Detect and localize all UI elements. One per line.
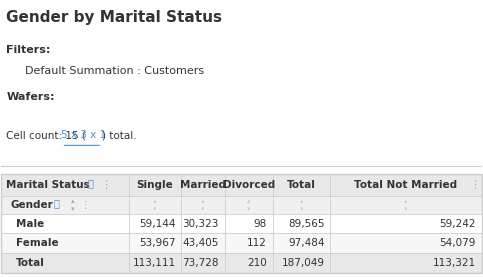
Text: 54,079: 54,079 bbox=[440, 238, 476, 248]
Bar bbox=[273, 234, 330, 253]
Bar bbox=[1, 234, 128, 253]
Text: 112: 112 bbox=[247, 238, 267, 248]
Text: ▾: ▾ bbox=[300, 206, 303, 212]
Bar bbox=[330, 234, 482, 253]
Bar bbox=[1, 253, 128, 273]
Text: Male: Male bbox=[16, 219, 44, 229]
Text: ▾: ▾ bbox=[71, 206, 74, 212]
Text: Female: Female bbox=[16, 238, 58, 248]
Text: Marital Status: Marital Status bbox=[6, 180, 90, 190]
Text: 53,967: 53,967 bbox=[139, 238, 176, 248]
Text: 59,242: 59,242 bbox=[440, 219, 476, 229]
Text: ⋮: ⋮ bbox=[81, 200, 90, 210]
Text: ⋮: ⋮ bbox=[100, 180, 112, 190]
Bar bbox=[273, 196, 330, 214]
Text: ▾: ▾ bbox=[247, 206, 251, 212]
Text: 98: 98 bbox=[254, 219, 267, 229]
Text: Total Not Married: Total Not Married bbox=[355, 180, 457, 190]
Text: 210: 210 bbox=[247, 258, 267, 268]
Bar bbox=[128, 234, 182, 253]
Text: Gender by Marital Status: Gender by Marital Status bbox=[6, 10, 222, 25]
Bar bbox=[128, 214, 182, 234]
Bar bbox=[273, 174, 330, 196]
Text: ⓘ: ⓘ bbox=[54, 198, 59, 208]
Bar bbox=[273, 214, 330, 234]
Text: Default Summation : Customers: Default Summation : Customers bbox=[26, 66, 204, 76]
Text: ▴: ▴ bbox=[300, 198, 303, 204]
Text: 59,144: 59,144 bbox=[139, 219, 176, 229]
Text: Total: Total bbox=[16, 258, 44, 268]
Text: 30,323: 30,323 bbox=[183, 219, 219, 229]
Text: Total: Total bbox=[287, 180, 316, 190]
Bar bbox=[128, 174, 182, 196]
Text: Divorced: Divorced bbox=[223, 180, 275, 190]
Text: ▾: ▾ bbox=[201, 206, 205, 212]
Text: ▾: ▾ bbox=[404, 206, 408, 212]
Text: ▴: ▴ bbox=[153, 198, 157, 204]
Text: ) total.: ) total. bbox=[102, 130, 137, 140]
Bar bbox=[1, 196, 128, 214]
Text: 43,405: 43,405 bbox=[183, 238, 219, 248]
Bar bbox=[330, 196, 482, 214]
Bar bbox=[182, 253, 225, 273]
Bar bbox=[182, 196, 225, 214]
Text: Cell count: 15 (: Cell count: 15 ( bbox=[6, 130, 86, 140]
Bar bbox=[225, 174, 273, 196]
Bar bbox=[225, 214, 273, 234]
Bar bbox=[1, 174, 128, 196]
Text: ▴: ▴ bbox=[247, 198, 251, 204]
Text: Gender: Gender bbox=[11, 200, 54, 210]
Text: 113,321: 113,321 bbox=[433, 258, 476, 268]
Text: 113,111: 113,111 bbox=[133, 258, 176, 268]
Text: ▴: ▴ bbox=[71, 198, 74, 204]
Text: ▴: ▴ bbox=[404, 198, 408, 204]
Text: Wafers:: Wafers: bbox=[6, 92, 55, 102]
Bar bbox=[182, 174, 225, 196]
Bar bbox=[330, 214, 482, 234]
Text: 97,484: 97,484 bbox=[288, 238, 325, 248]
Bar bbox=[225, 196, 273, 214]
Text: 73,728: 73,728 bbox=[183, 258, 219, 268]
Text: Married: Married bbox=[180, 180, 226, 190]
Text: 187,049: 187,049 bbox=[282, 258, 325, 268]
Bar bbox=[330, 253, 482, 273]
Bar bbox=[273, 253, 330, 273]
Text: Filters:: Filters: bbox=[6, 45, 51, 55]
Text: 5 x 3 x 1: 5 x 3 x 1 bbox=[61, 130, 107, 140]
Bar bbox=[1, 214, 128, 234]
Text: ⋮: ⋮ bbox=[469, 180, 480, 190]
Bar bbox=[128, 253, 182, 273]
Bar bbox=[182, 214, 225, 234]
Text: 89,565: 89,565 bbox=[288, 219, 325, 229]
Bar bbox=[330, 174, 482, 196]
Bar bbox=[225, 253, 273, 273]
Text: ▴: ▴ bbox=[201, 198, 205, 204]
Text: ▾: ▾ bbox=[153, 206, 157, 212]
Bar bbox=[182, 234, 225, 253]
Text: Single: Single bbox=[137, 180, 173, 190]
Bar bbox=[1, 174, 482, 273]
Text: ⓘ: ⓘ bbox=[87, 179, 93, 189]
Bar bbox=[225, 234, 273, 253]
Bar bbox=[128, 196, 182, 214]
